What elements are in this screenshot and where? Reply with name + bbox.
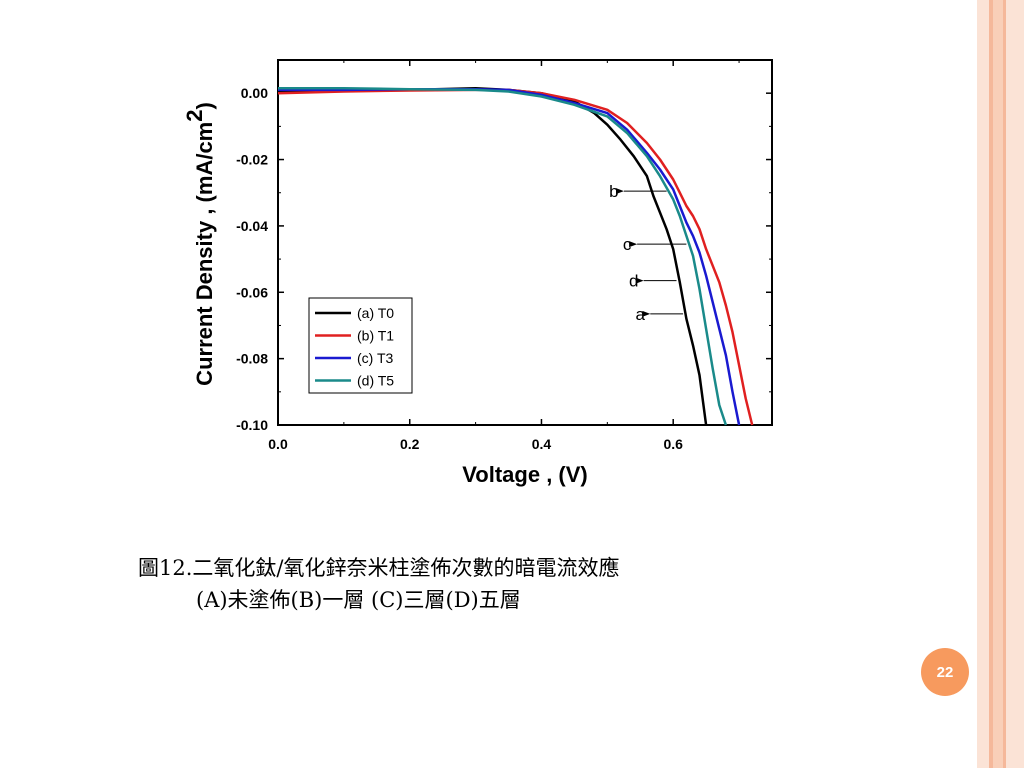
- y-tick-label: -0.08: [236, 351, 268, 367]
- y-tick-label: -0.10: [236, 417, 268, 433]
- page-number-badge: 22: [921, 648, 969, 696]
- x-axis-title: Voltage , (V): [462, 462, 588, 487]
- caption-line-1: 圖12.二氧化鈦/氧化鋅奈米柱塗佈次數的暗電流效應: [138, 556, 620, 580]
- y-tick-label: 0.00: [241, 85, 268, 101]
- annotation-label: c: [623, 235, 632, 254]
- y-tick-label: -0.02: [236, 152, 268, 168]
- annotation-label: b: [609, 182, 618, 201]
- decorative-stripe-light: [977, 0, 989, 768]
- series-line-3: [278, 86, 728, 426]
- caption-line-2: (A)未塗佈(B)一層 (C)三層(D)五層: [196, 587, 521, 612]
- x-tick-label: 0.2: [400, 436, 420, 452]
- decorative-stripe-outer: [1006, 0, 1024, 768]
- y-axis-title: Current Density , (mA/cm2): [182, 102, 217, 386]
- x-tick-label: 0.6: [663, 436, 683, 452]
- y-tick-label: -0.04: [236, 218, 268, 234]
- legend-label: (d) T5: [357, 373, 394, 389]
- legend-label: (b) T1: [357, 328, 394, 344]
- y-tick-label: -0.06: [236, 284, 268, 300]
- current-density-chart: 0.0 0.2 0.4 0.6 0.00 -0.02 -0.04 -0.06 -0.08 -0.1…: [182, 59, 773, 487]
- plot-frame: [277, 59, 773, 426]
- decorative-stripe-edge: [1003, 0, 1006, 768]
- legend-label: (c) T3: [357, 350, 394, 366]
- annotation-label: a: [636, 305, 646, 324]
- decorative-stripe-dark: [989, 0, 993, 768]
- figure-caption: 圖12.二氧化鈦/氧化鋅奈米柱塗佈次數的暗電流效應 (A)未塗佈(B)一層 (C…: [138, 553, 619, 616]
- decorative-stripe-mid: [993, 0, 1003, 768]
- annotation-label: d: [629, 272, 638, 291]
- x-tick-label: 0.0: [268, 436, 288, 452]
- x-tick-label: 0.4: [532, 436, 552, 452]
- legend-label: (a) T0: [357, 305, 394, 321]
